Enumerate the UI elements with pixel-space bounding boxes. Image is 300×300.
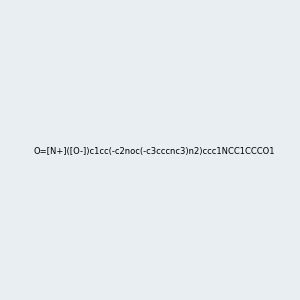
Text: O=[N+]([O-])c1cc(-c2noc(-c3cccnc3)n2)ccc1NCC1CCCO1: O=[N+]([O-])c1cc(-c2noc(-c3cccnc3)n2)ccc… xyxy=(33,147,274,156)
